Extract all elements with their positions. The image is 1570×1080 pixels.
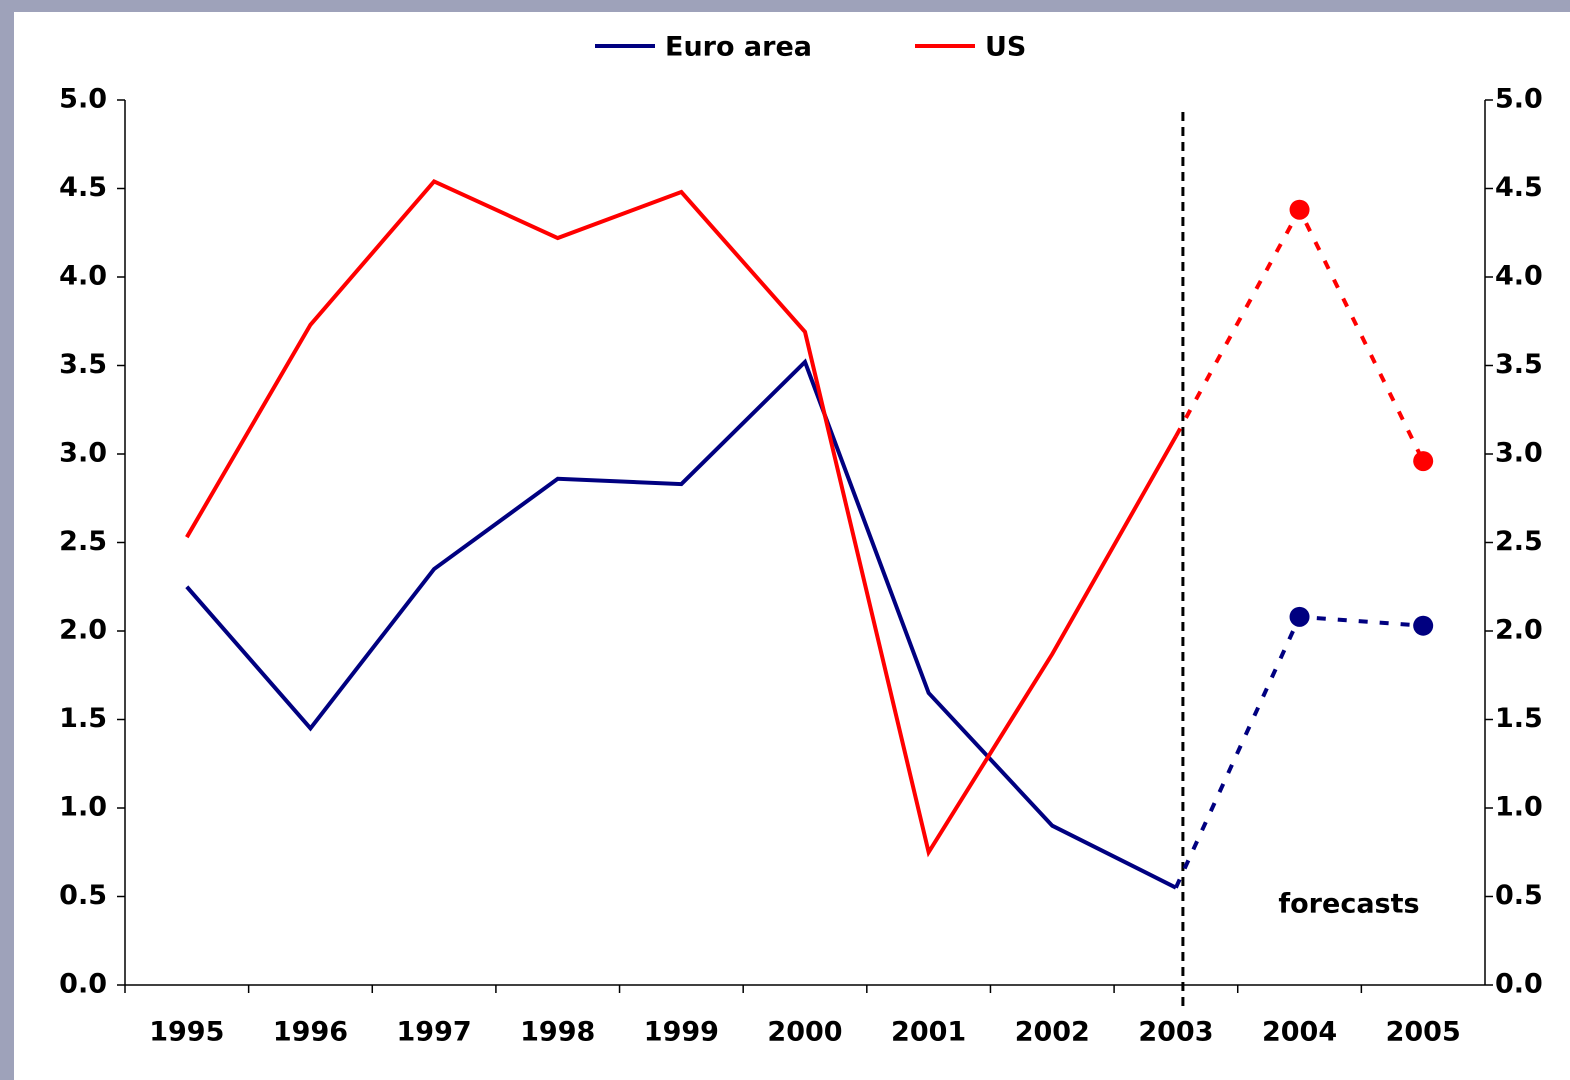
y-tick-label: 3.0 xyxy=(59,438,107,469)
x-tick-label: 2002 xyxy=(1015,1017,1090,1048)
legend-label: US xyxy=(985,32,1026,63)
annotation: forecasts xyxy=(1278,889,1419,920)
y2-tick-label: 1.0 xyxy=(1495,792,1543,823)
forecast-point xyxy=(1413,451,1434,472)
y2-tick-label: 0.5 xyxy=(1495,880,1543,911)
forecast-point xyxy=(1289,606,1310,627)
y-tick-label: 0.5 xyxy=(59,880,107,911)
plot-background xyxy=(14,12,1570,1080)
x-tick-label: 1998 xyxy=(520,1017,595,1048)
legend-label: Euro area xyxy=(665,32,812,63)
y-tick-label: 0.0 xyxy=(59,969,107,1000)
series-line xyxy=(185,358,1177,890)
y2-tick-label: 3.0 xyxy=(1495,438,1543,469)
x-tick-label: 1999 xyxy=(644,1017,719,1048)
y-tick-label: 1.0 xyxy=(59,792,107,823)
x-tick-label: 2003 xyxy=(1138,1017,1213,1048)
forecast-point xyxy=(1413,615,1434,636)
y-tick-label: 1.5 xyxy=(59,703,107,734)
y-tick-label: 4.0 xyxy=(59,261,107,292)
y2-tick-label: 5.0 xyxy=(1495,84,1543,115)
y-tick-label: 4.5 xyxy=(59,172,107,203)
x-tick-label: 1996 xyxy=(273,1017,348,1048)
y2-tick-label: 4.0 xyxy=(1495,261,1543,292)
y2-tick-label: 2.0 xyxy=(1495,615,1543,646)
y-tick-label: 3.5 xyxy=(59,349,107,380)
x-tick-label: 2004 xyxy=(1262,1017,1337,1048)
y-tick-label: 2.5 xyxy=(59,526,107,557)
series-line xyxy=(185,178,1178,858)
x-tick-label: 2000 xyxy=(767,1017,842,1048)
y2-tick-label: 2.5 xyxy=(1495,526,1543,557)
y2-tick-label: 3.5 xyxy=(1495,349,1543,380)
y2-tick-label: 1.5 xyxy=(1495,703,1543,734)
y2-tick-label: 4.5 xyxy=(1495,172,1543,203)
x-tick-label: 1997 xyxy=(397,1017,472,1048)
forecast-point xyxy=(1289,199,1310,220)
x-tick-label: 2005 xyxy=(1386,1017,1461,1048)
y-tick-label: 2.0 xyxy=(59,615,107,646)
y-tick-label: 5.0 xyxy=(59,84,107,115)
y2-tick-label: 0.0 xyxy=(1495,969,1543,1000)
x-tick-label: 1995 xyxy=(149,1017,224,1048)
x-tick-label: 2001 xyxy=(891,1017,966,1048)
